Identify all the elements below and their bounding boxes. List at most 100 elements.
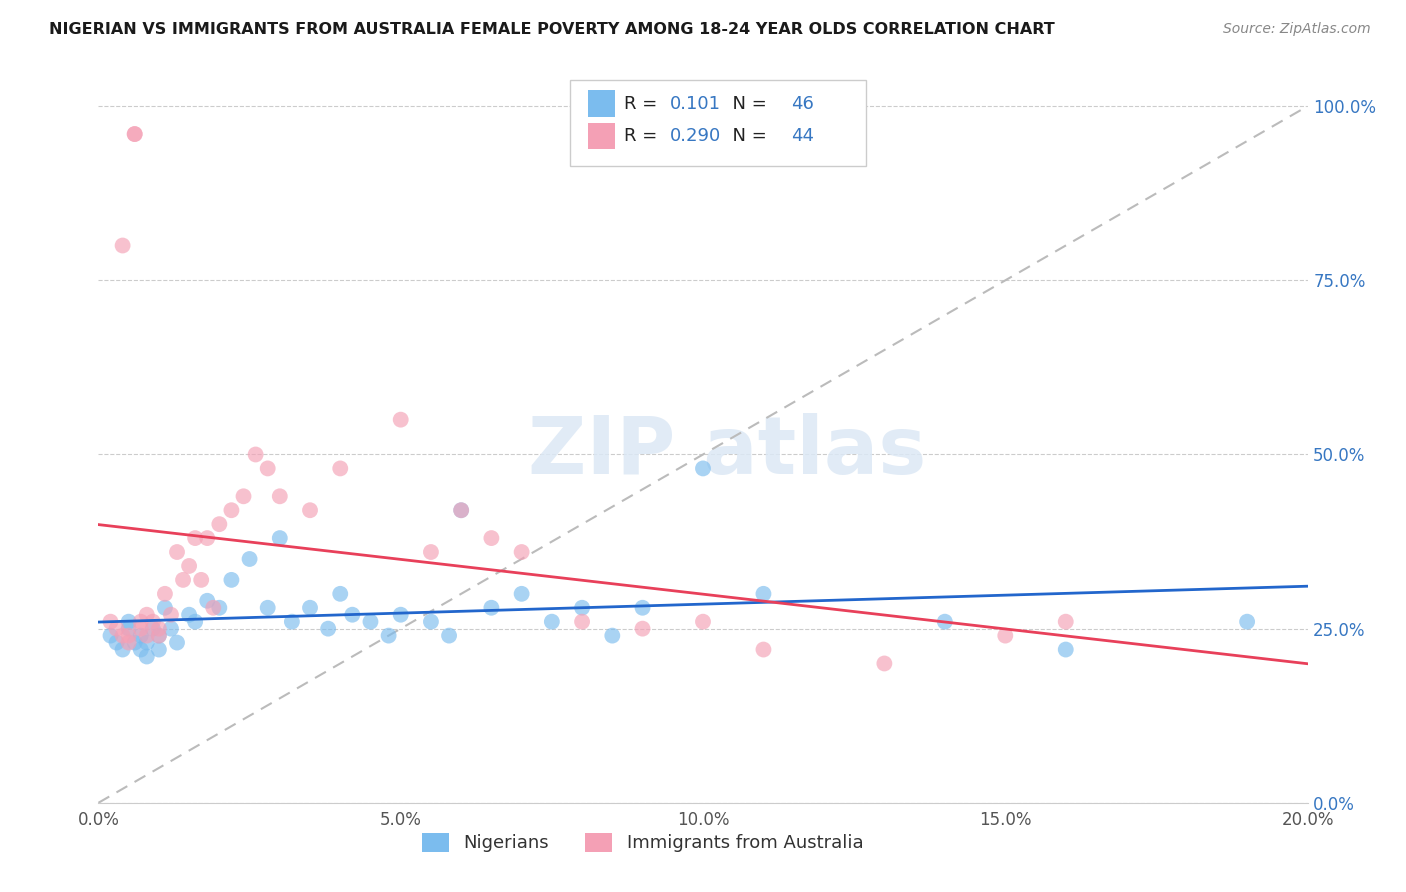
Point [179,558,201,573]
Point [160,622,183,636]
Point [437,629,460,643]
Point [269,531,291,545]
Point [631,622,654,636]
Point [202,600,225,615]
Text: N =: N = [721,95,773,112]
Point [148,642,170,657]
Point [129,615,152,629]
Point [377,629,399,643]
Point [142,622,165,636]
Point [148,629,170,643]
Point [299,503,322,517]
Point [135,629,157,643]
Point [135,607,157,622]
Point [420,545,443,559]
Point [100,615,122,629]
Point [111,629,134,643]
Point [1054,642,1077,657]
Point [148,622,170,636]
Point [360,615,382,629]
Point [692,461,714,475]
Point [221,503,243,517]
Point [692,615,714,629]
Text: Source: ZipAtlas.com: Source: ZipAtlas.com [1223,22,1371,37]
Point [208,517,231,532]
Text: R =: R = [624,127,664,145]
Point [571,615,593,629]
Point [389,607,412,622]
FancyBboxPatch shape [569,80,866,167]
Point [389,412,412,426]
Point [160,607,183,622]
Point [111,642,134,657]
Point [342,607,364,622]
Point [450,503,472,517]
Text: 0.101: 0.101 [671,95,721,112]
Point [179,607,201,622]
Point [172,573,194,587]
Point [256,461,278,475]
Point [450,503,472,517]
Text: N =: N = [721,127,773,145]
Text: 0.290: 0.290 [671,127,721,145]
Point [190,573,212,587]
Point [540,615,562,629]
Point [420,615,443,629]
Point [153,600,176,615]
Point [208,600,231,615]
Point [269,489,291,503]
Point [195,594,218,608]
Point [100,629,122,643]
Point [256,600,278,615]
Point [481,600,503,615]
Point [873,657,896,671]
Point [124,127,146,141]
Point [631,600,654,615]
Point [111,238,134,252]
Point [316,622,339,636]
Point [129,642,152,657]
Point [571,600,593,615]
Point [1236,615,1258,629]
Point [281,615,304,629]
Point [510,545,533,559]
Point [118,635,141,649]
Point [135,635,157,649]
Point [481,531,503,545]
Point [135,649,157,664]
Legend: Nigerians, Immigrants from Australia: Nigerians, Immigrants from Australia [415,826,870,860]
Text: 46: 46 [792,95,814,112]
Point [124,635,146,649]
Point [148,629,170,643]
FancyBboxPatch shape [588,122,614,149]
Text: R =: R = [624,95,664,112]
Text: NIGERIAN VS IMMIGRANTS FROM AUSTRALIA FEMALE POVERTY AMONG 18-24 YEAR OLDS CORRE: NIGERIAN VS IMMIGRANTS FROM AUSTRALIA FE… [49,22,1054,37]
Point [142,615,165,629]
Point [129,622,152,636]
Text: 44: 44 [792,127,814,145]
Point [195,531,218,545]
Point [129,629,152,643]
Point [221,573,243,587]
Point [245,448,267,462]
Point [184,615,207,629]
Point [239,552,262,566]
Point [232,489,254,503]
Point [105,635,128,649]
Point [166,635,188,649]
Point [124,127,146,141]
Point [1054,615,1077,629]
Point [118,615,141,629]
Point [994,629,1017,643]
Point [752,642,775,657]
Point [329,587,352,601]
Point [118,622,141,636]
Point [510,587,533,601]
Point [299,600,322,615]
Point [105,622,128,636]
FancyBboxPatch shape [588,90,614,117]
Text: ZIP atlas: ZIP atlas [529,413,927,491]
Point [752,587,775,601]
Point [602,629,624,643]
Point [153,587,176,601]
